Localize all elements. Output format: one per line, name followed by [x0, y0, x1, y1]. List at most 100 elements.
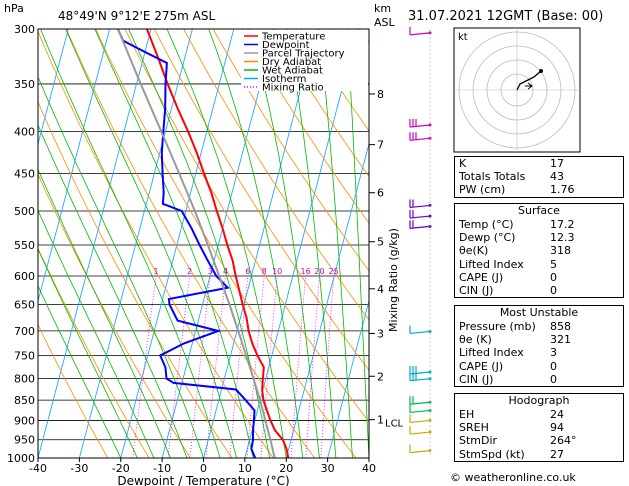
dry-adiabat-270 [38, 173, 191, 458]
indices-table: K 17 Totals Totals 43 PW (cm) 1.76 [454, 156, 624, 198]
x-tick-label: -10 [153, 462, 171, 475]
most-unstable-label: Pressure (mb) [459, 320, 536, 333]
dry-adiabat-350 [212, 29, 369, 272]
x-tick-label: -20 [112, 462, 130, 475]
legend-entry: Isotherm [262, 74, 306, 85]
hodograph-trace [516, 70, 542, 91]
surface-table: Surface Temp (°C) 17.2 Dewp (°C) 12.3 θe(K) 31… [454, 203, 624, 299]
dry-adiabat-370 [271, 29, 369, 178]
most-unstable-label: θe (K) [459, 333, 492, 347]
mixing-ratio-label: 10 [272, 267, 282, 276]
hodograph-stat-value: 264° [550, 434, 577, 448]
dry-adiabat-360 [241, 29, 369, 224]
mixing-ratio-label: 3 [208, 267, 213, 276]
pressure-tick-label: 750 [14, 349, 35, 362]
wind-barb-dot [428, 329, 432, 333]
wet-adiabat-8 [65, 29, 237, 458]
isotherm--20 [120, 29, 235, 458]
pressure-tick-label: 950 [14, 434, 35, 447]
km-tick-label: 2 [377, 370, 384, 383]
surface-label: CIN (J) [459, 283, 494, 297]
wet-adiabat-40 [346, 29, 369, 458]
series-dewpoint [116, 29, 257, 458]
asl-label: ASL [374, 16, 395, 29]
pressure-tick-label: 550 [14, 239, 35, 252]
km-tick-label: 1 [377, 414, 384, 427]
mixing-ratio-label: 1 [154, 267, 159, 276]
index-label: Totals Totals [459, 170, 526, 184]
most-unstable-row: Lifted Index 3 [455, 346, 623, 359]
legend-box [241, 30, 368, 91]
wind-barb-dot [428, 31, 432, 35]
pressure-tick-label: 450 [14, 167, 35, 180]
most-unstable-label: Lifted Index [459, 346, 524, 360]
wet-adiabat-12 [94, 29, 254, 458]
km-tick-label: 7 [377, 139, 384, 152]
wet-adiabat-0 [38, 75, 204, 458]
hodograph-stat-label: StmSpd (kt) [459, 447, 525, 461]
wind-barb-dot [428, 430, 432, 434]
x-axis-label: Dewpoint / Temperature (°C) [117, 474, 289, 486]
wind-barb [409, 431, 431, 435]
legend-entry: Temperature [261, 32, 325, 43]
mixing-ratio-label: 2 [187, 267, 192, 276]
mixing-ratio-line-10 [260, 275, 278, 458]
wet-adiabat-32 [286, 29, 337, 458]
surface-value: 5 [550, 257, 557, 271]
pressure-tick-label: 350 [14, 78, 35, 91]
surface-value: 0 [550, 283, 557, 297]
most-unstable-label: CAPE (J) [459, 359, 504, 373]
most-unstable-value: 3 [550, 346, 557, 360]
isotherm-0 [203, 29, 317, 458]
most-unstable-title: Most Unstable [499, 306, 579, 319]
mixing-ratio-line-6 [229, 275, 249, 458]
most-unstable-value: 0 [550, 359, 557, 373]
pressure-tick-label: 500 [14, 205, 35, 218]
legend-entry: Dewpoint [262, 40, 310, 51]
surface-row: CIN (J) 0 [455, 284, 623, 297]
pressure-tick-label: 800 [14, 372, 35, 385]
mixing-ratio-label: 6 [245, 267, 250, 276]
pressure-tick-label: 700 [14, 325, 35, 338]
mixing-ratio-label: 25 [329, 267, 339, 276]
pressure-tick-label: 900 [14, 414, 35, 427]
isotherm-20 [285, 142, 369, 458]
x-tick-label: 40 [362, 462, 376, 475]
legend-entry: Parcel Trajectory [262, 49, 345, 60]
hodograph-stat-label: StmDir [459, 434, 498, 448]
surface-row: θe(K) 318 [455, 244, 623, 257]
hodograph-stat-row: EH 24 [455, 408, 623, 421]
surface-label: Temp (°C) [459, 218, 514, 231]
x-tick-label: -30 [70, 462, 88, 475]
surface-value: 0 [550, 270, 557, 284]
mixing-ratio-line-3 [189, 275, 211, 458]
mixing-ratio-label: 8 [262, 267, 267, 276]
pressure-tick-label: 600 [14, 270, 35, 283]
mixing-ratio-label: 20 [314, 267, 324, 276]
mixing-ratio-line-20 [305, 275, 320, 458]
surface-title: Surface [518, 204, 560, 217]
x-tick-label: 10 [238, 462, 252, 475]
wet-adiabat-36 [318, 29, 353, 458]
surface-label: Dewp (°C) [459, 231, 516, 245]
wind-barb [409, 330, 431, 335]
mixing-ratio-label: 4 [223, 267, 228, 276]
most-unstable-table: Most Unstable Pressure (mb) 858 θe (K) 321 Li… [454, 305, 624, 387]
wet-adiabat-4 [40, 29, 221, 458]
index-row: PW (cm) 1.76 [455, 183, 623, 196]
hodograph-stat-value: 24 [550, 408, 564, 421]
dry-adiabat-260 [38, 247, 150, 458]
km-tick-label: 4 [377, 283, 384, 296]
most-unstable-value: 321 [550, 333, 571, 347]
most-unstable-value: 858 [550, 320, 571, 333]
wind-barb-dot [428, 214, 432, 218]
surface-row: Lifted Index 5 [455, 258, 623, 271]
index-row: K 17 [455, 157, 623, 170]
wind-barb-dot [428, 370, 432, 374]
dry-adiabat-340 [183, 29, 369, 321]
mixing-ratio-line-1 [132, 275, 157, 458]
most-unstable-row: CIN (J) 0 [455, 373, 623, 386]
pressure-tick-label: 300 [14, 23, 35, 36]
hodograph-stat-row: SREH 94 [455, 421, 623, 434]
surface-value: 17.2 [550, 218, 575, 231]
